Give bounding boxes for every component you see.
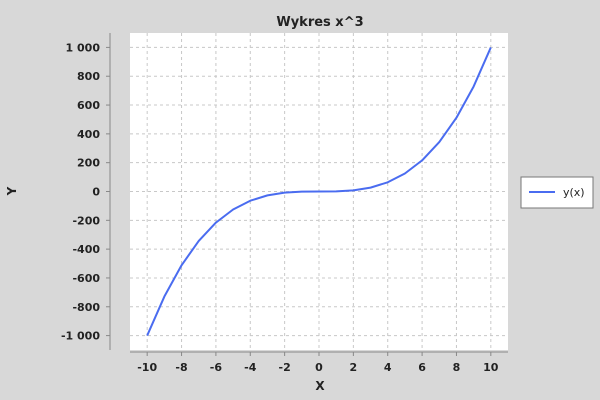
y-tick-label: 1 000: [66, 41, 101, 54]
y-tick-label: 400: [77, 128, 100, 141]
y-tick-label: 0: [92, 186, 100, 199]
y-tick-label: -1 000: [61, 330, 100, 343]
y-tick-label: -200: [72, 214, 100, 227]
y-axis-ticks: 1 000 800 600 400 200 0 -200 -400 -600 -800 -1 000: [61, 41, 110, 343]
x-tick-label: 2: [350, 361, 358, 374]
x-tick-label: 4: [384, 361, 392, 374]
x-tick-label: -4: [244, 361, 257, 374]
y-tick-label: 600: [77, 99, 100, 112]
legend: y(x): [520, 176, 594, 209]
y-tick-label: -800: [72, 301, 100, 314]
x-tick-label: 8: [453, 361, 461, 374]
x-tick-label: 0: [315, 361, 323, 374]
x-axis-ticks: -10 -8 -6 -4 -2 0 2 4 6 8 10: [137, 352, 499, 374]
x-tick-label: -10: [137, 361, 157, 374]
y-tick-label: 800: [77, 70, 100, 83]
x-tick-label: -2: [279, 361, 291, 374]
legend-label-y-x: y(x): [563, 186, 585, 199]
x-axis-label: X: [315, 379, 325, 393]
chart-title: Wykres x^3: [276, 15, 363, 30]
y-tick-label: 200: [77, 157, 100, 170]
series-layer: [146, 47, 492, 336]
x-tick-label: -8: [175, 361, 187, 374]
y-axis-label: Y: [5, 186, 19, 196]
x-tick-label: 6: [418, 361, 426, 374]
x-tick-label: 10: [483, 361, 499, 374]
y-tick-label: -400: [72, 243, 100, 256]
x-tick-label: -6: [210, 361, 223, 374]
y-tick-label: -600: [72, 272, 100, 285]
